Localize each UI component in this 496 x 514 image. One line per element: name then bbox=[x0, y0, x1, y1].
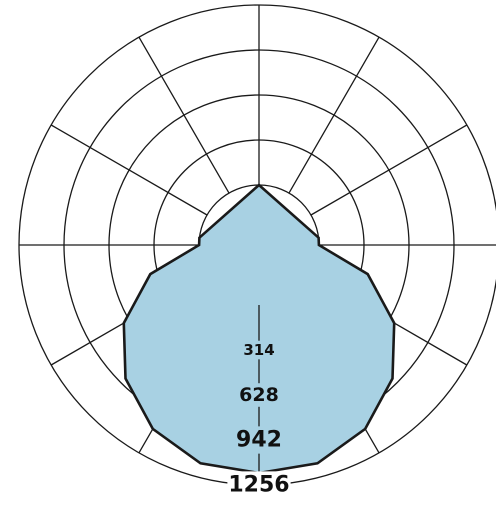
radial-label-628: 628 bbox=[239, 384, 279, 406]
radial-label-942: 942 bbox=[236, 428, 282, 453]
radial-label-1256: 1256 bbox=[228, 473, 289, 498]
radial-label-bg-2 bbox=[237, 383, 281, 407]
radial-label-bg-3 bbox=[234, 426, 284, 454]
grid-spoke-8 bbox=[138, 36, 230, 194]
grid-spoke-5 bbox=[310, 124, 468, 216]
radial-label-bg-1 bbox=[241, 340, 277, 360]
radial-labels: 314 628 942 1256 bbox=[227, 305, 291, 499]
grid-spoke-6 bbox=[288, 36, 380, 194]
radial-label-bg-4 bbox=[227, 471, 291, 499]
radial-label-314: 314 bbox=[243, 341, 274, 359]
grid-spoke-9 bbox=[50, 124, 208, 216]
